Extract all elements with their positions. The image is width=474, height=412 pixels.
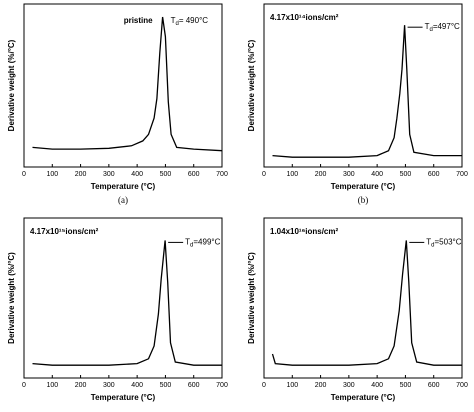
sample-label: 4.17x10¹⁵ions/cm² — [30, 227, 99, 236]
x-tick-label: 400 — [371, 382, 383, 389]
caption: (a) — [118, 195, 128, 205]
x-tick-label: 0 — [22, 382, 26, 389]
x-axis-label: Temperature (°C) — [331, 393, 396, 402]
x-tick-label: 700 — [216, 382, 228, 389]
x-tick-label: 300 — [343, 171, 355, 178]
x-tick-label: 100 — [286, 382, 298, 389]
x-tick-label: 500 — [160, 171, 172, 178]
annotation-symbol: T — [425, 22, 430, 31]
plot-frame — [23, 3, 223, 168]
x-tick-label: 200 — [75, 171, 87, 178]
x-tick-label: 100 — [286, 171, 298, 178]
x-tick-label: 0 — [22, 171, 26, 178]
data-line — [32, 16, 223, 152]
y-axis-label: Derivative weight (%/°C) — [247, 252, 256, 344]
x-tick-label: 300 — [343, 382, 355, 389]
x-tick-label: 300 — [103, 382, 115, 389]
y-axis-label: Derivative weight (%/°C) — [7, 39, 16, 131]
annotation: Td=503°C — [426, 238, 461, 248]
x-tick-label: 500 — [400, 171, 412, 178]
x-tick-label: 0 — [262, 171, 266, 178]
annotation-subscript: d — [190, 242, 193, 248]
y-axis-label: Derivative weight (%/°C) — [247, 39, 256, 131]
x-tick-label: 500 — [400, 382, 412, 389]
sample-label: 4.17x10¹⁴ions/cm² — [270, 13, 339, 22]
x-tick-label: 200 — [315, 382, 327, 389]
sample-label: 1.04x10¹⁶ions/cm² — [270, 227, 338, 236]
x-axis-label: Temperature (°C) — [91, 393, 156, 402]
annotation-subscript: d — [429, 27, 432, 33]
x-tick-label: 200 — [315, 171, 327, 178]
annotation-text: = 490°C — [179, 16, 208, 25]
annotation-subscript: d — [175, 21, 178, 27]
annotation: Td=499°C — [185, 238, 220, 248]
x-tick-label: 700 — [456, 382, 468, 389]
x-axis-label: Temperature (°C) — [331, 182, 396, 191]
x-tick-label: 600 — [428, 171, 440, 178]
x-tick-label: 100 — [46, 171, 58, 178]
caption: (b) — [358, 195, 369, 205]
x-tick-label: 200 — [75, 382, 87, 389]
annotation-symbol: T — [426, 238, 431, 247]
plot-frame — [263, 217, 463, 379]
x-tick-label: 400 — [131, 382, 143, 389]
plot-frame — [23, 217, 223, 379]
x-tick-label: 600 — [428, 382, 440, 389]
x-tick-label: 600 — [188, 382, 200, 389]
data-line — [272, 25, 462, 158]
annotation-symbol: T — [171, 16, 176, 25]
annotation-text: =497°C — [433, 22, 460, 31]
y-axis-label: Derivative weight (%/°C) — [7, 252, 16, 344]
data-line — [32, 240, 222, 366]
annotation-subscript: d — [431, 242, 434, 248]
x-tick-label: 400 — [371, 171, 383, 178]
x-tick-label: 300 — [103, 171, 115, 178]
sample-label: pristine — [124, 16, 153, 25]
x-tick-label: 700 — [216, 171, 228, 178]
x-axis-label: Temperature (°C) — [91, 182, 156, 191]
annotation: Td= 490°C — [171, 16, 209, 26]
x-tick-label: 500 — [160, 382, 172, 389]
x-tick-label: 100 — [46, 382, 58, 389]
data-line — [271, 240, 462, 366]
annotation: Td=497°C — [425, 22, 460, 32]
annotation-text: =499°C — [193, 238, 220, 247]
x-tick-label: 600 — [188, 171, 200, 178]
x-tick-label: 0 — [262, 382, 266, 389]
x-tick-label: 700 — [456, 171, 468, 178]
annotation-symbol: T — [185, 238, 190, 247]
x-tick-label: 400 — [131, 171, 143, 178]
annotation-text: =503°C — [435, 238, 462, 247]
plot-frame — [263, 3, 463, 168]
